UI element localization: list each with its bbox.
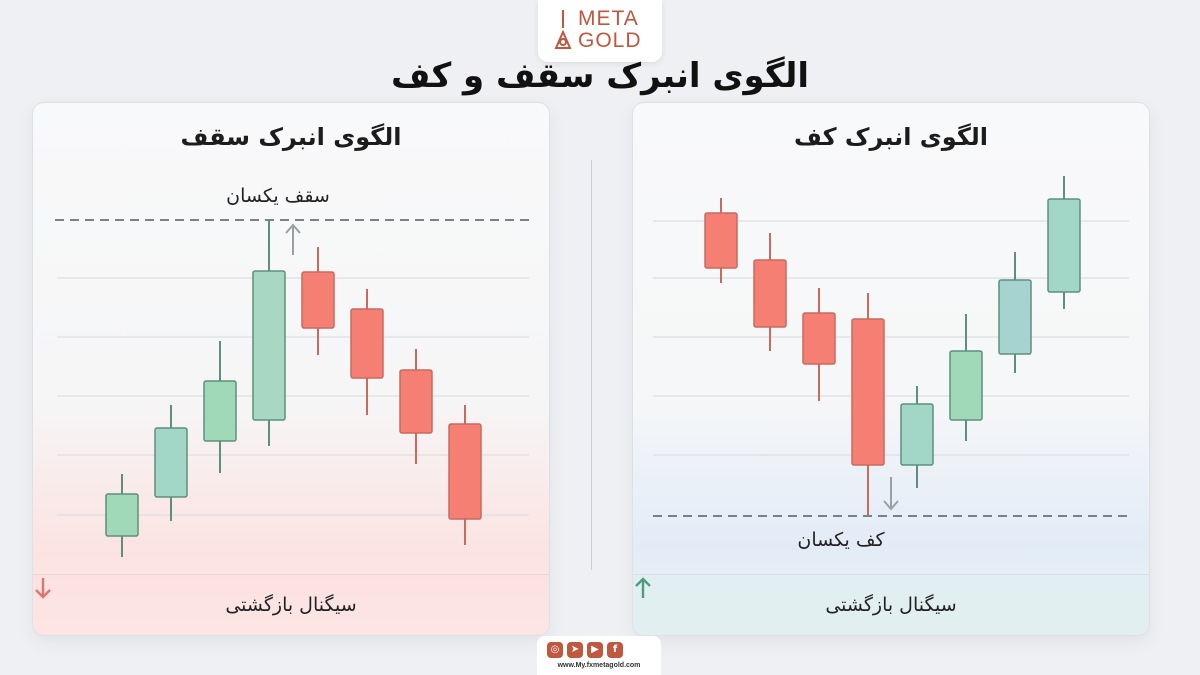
bottom-signal-label: سیگنال بازگشتی xyxy=(825,594,957,616)
candle xyxy=(105,474,139,557)
youtube-icon[interactable]: ▶ xyxy=(587,642,603,658)
candle xyxy=(851,293,885,516)
facebook-icon[interactable]: f xyxy=(607,642,623,658)
top-pattern-chart xyxy=(55,219,529,557)
candles-top xyxy=(105,220,482,557)
candle xyxy=(900,386,934,488)
candle xyxy=(154,405,188,521)
bottom-pattern-title: الگوی انبرک کف xyxy=(793,123,989,151)
candle xyxy=(802,288,836,401)
arrow-down-icon xyxy=(35,578,51,599)
equal-top-label: سقف یکسان xyxy=(226,185,330,207)
panel-divider xyxy=(591,160,592,570)
top-signal-label: سیگنال بازگشتی xyxy=(225,594,357,616)
social-footer: ◎ ➤ ▶ f www.My.fxmetagold.com xyxy=(537,636,661,675)
arrow-up-icon xyxy=(635,577,651,598)
candle xyxy=(203,341,237,473)
bottom-signal: سیگنال بازگشتی xyxy=(633,574,1149,635)
top-pattern-title: الگوی انبرک سقف xyxy=(180,123,402,151)
page-title: الگوی انبرک سقف و کف xyxy=(390,56,810,96)
telegram-icon[interactable]: ➤ xyxy=(567,642,583,658)
top-pattern-panel: الگوی انبرک سقف سقف یکسان xyxy=(32,102,550,636)
logo-mark-icon xyxy=(554,10,572,49)
logo-text-line1: META xyxy=(578,7,639,30)
candles-bottom xyxy=(704,176,1081,516)
candle xyxy=(301,247,335,355)
bottom-pattern-chart xyxy=(653,176,1129,517)
up-arrow-icon xyxy=(285,223,301,255)
logo: META GOLD xyxy=(538,0,662,62)
candle xyxy=(399,349,433,464)
candle xyxy=(704,198,738,283)
candle xyxy=(753,233,787,351)
instagram-icon[interactable]: ◎ xyxy=(547,642,563,658)
equal-bottom-label: کف یکسان xyxy=(797,529,885,551)
candle xyxy=(448,405,482,545)
website-link[interactable]: www.My.fxmetagold.com xyxy=(557,662,641,669)
candle xyxy=(998,252,1032,373)
top-signal: سیگنال بازگشتی xyxy=(33,574,549,635)
bottom-pattern-panel: الگوی انبرک کف کف یکسان xyxy=(632,102,1150,636)
candle xyxy=(949,314,983,441)
candle xyxy=(252,220,286,446)
candle xyxy=(350,289,384,415)
down-arrow-icon xyxy=(883,477,899,511)
candle xyxy=(1047,176,1081,309)
logo-text-line2: GOLD xyxy=(578,29,642,52)
